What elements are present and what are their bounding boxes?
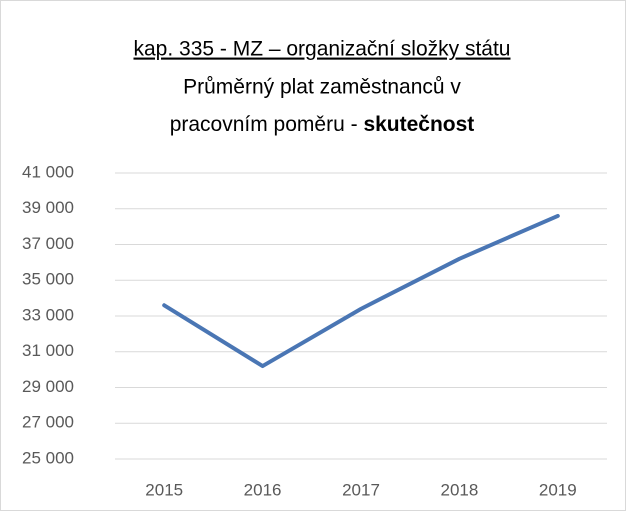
chart-title-emphasis: skutečnost [363,113,474,136]
chart-title: Průměrný plat zaměstnanců v [183,76,461,99]
chart-title: kap. 335 - MZ – organizační složky státu [133,38,510,61]
x-tick-label: 2018 [440,480,478,499]
y-tick-label: 25 000 [22,448,74,467]
y-tick-label: 39 000 [22,198,74,217]
y-tick-label: 29 000 [22,377,74,396]
y-tick-label: 31 000 [22,341,74,360]
x-tick-label: 2015 [145,480,183,499]
x-tick-label: 2016 [244,480,282,499]
x-tick-label: 2017 [342,480,380,499]
line-series [162,213,560,369]
y-tick-label: 35 000 [22,270,74,289]
y-tick-label: 41 000 [22,162,74,181]
y-tick-label: 33 000 [22,305,74,324]
chart-title: pracovním poměru - skutečnost [170,113,475,136]
y-tick-label: 27 000 [22,413,74,432]
chart-title: pracovním poměru - [170,113,364,136]
y-tick-label: 37 000 [22,234,74,253]
x-tick-label: 2019 [539,480,577,499]
